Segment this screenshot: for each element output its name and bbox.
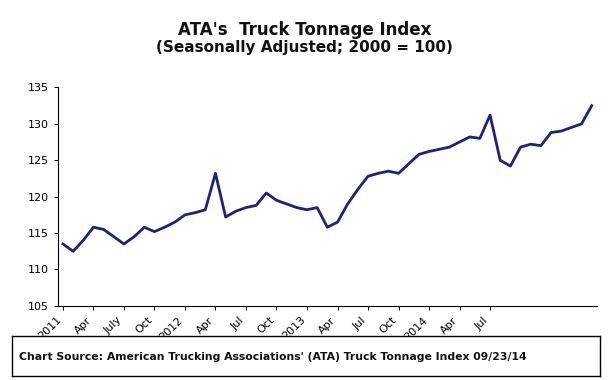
Text: (Seasonally Adjusted; 2000 = 100): (Seasonally Adjusted; 2000 = 100) (156, 40, 453, 55)
Text: Chart Source: American Trucking Associations' (ATA) Truck Tonnage Index 09/23/14: Chart Source: American Trucking Associat… (19, 352, 527, 362)
Text: ATA's  Truck Tonnage Index: ATA's Truck Tonnage Index (178, 21, 431, 39)
